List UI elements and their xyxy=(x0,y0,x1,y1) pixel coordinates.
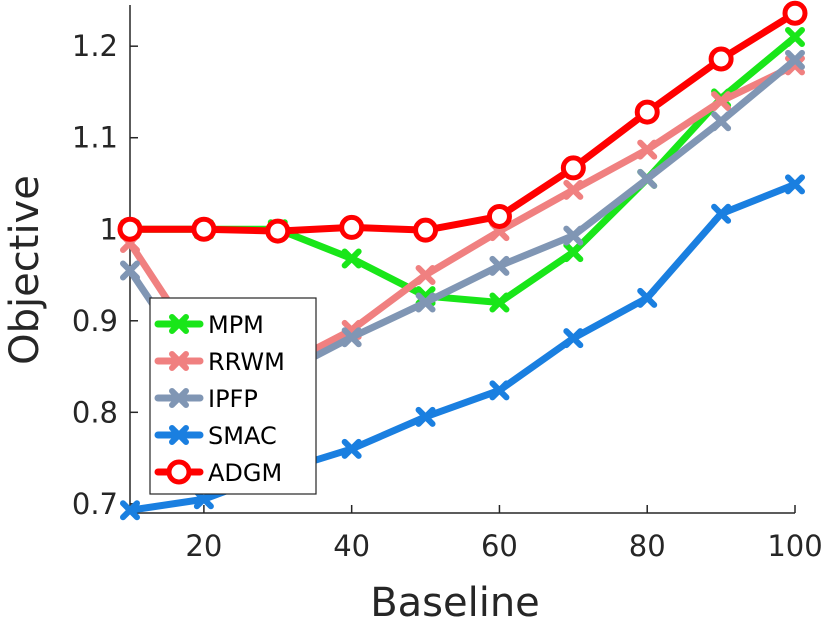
x-axis-ticks: 20 40 60 80 100 xyxy=(185,505,823,563)
series-layer xyxy=(117,0,808,521)
data-point-ipfp xyxy=(563,225,584,246)
legend-marker-adgm xyxy=(166,459,192,485)
data-point-rrwm xyxy=(563,179,584,200)
data-point-mpm xyxy=(341,248,362,269)
legend-marker-mpm xyxy=(169,314,189,334)
data-point-adgm xyxy=(708,46,734,72)
data-point-ipfp xyxy=(711,111,732,132)
data-point-smac xyxy=(711,203,732,224)
y-tick-label: 1 xyxy=(100,212,118,246)
legend: MPM RRWM IPFP SMAC ADGM xyxy=(149,297,317,495)
data-point-rrwm xyxy=(415,265,436,286)
data-point-adgm xyxy=(265,218,291,244)
data-point-ipfp xyxy=(415,292,436,313)
legend-item-mpm: MPM xyxy=(154,311,264,339)
data-point-rrwm xyxy=(637,139,658,160)
x-axis-label: Baseline xyxy=(370,580,540,623)
y-tick-label: 1.1 xyxy=(72,121,118,155)
data-point-mpm xyxy=(489,292,510,313)
legend-label-adgm: ADGM xyxy=(208,459,282,487)
legend-item-adgm: ADGM xyxy=(154,459,282,487)
data-point-adgm xyxy=(486,203,512,229)
legend-label-rrwm: RRWM xyxy=(208,348,285,376)
data-point-ipfp xyxy=(341,327,362,348)
x-tick-label: 80 xyxy=(629,529,666,563)
y-tick-label: 1.2 xyxy=(72,29,118,63)
data-point-smac xyxy=(637,287,658,308)
data-point-smac xyxy=(489,380,510,401)
y-tick-label: 0.8 xyxy=(72,395,118,429)
data-point-adgm xyxy=(413,217,439,243)
data-point-ipfp xyxy=(120,260,140,281)
legend-marker-ipfp xyxy=(169,388,189,408)
data-point-smac xyxy=(341,438,362,459)
data-point-adgm xyxy=(191,216,217,242)
legend-label-ipfp: IPFP xyxy=(208,385,258,413)
data-point-adgm xyxy=(560,155,586,181)
data-point-smac xyxy=(415,406,436,427)
legend-item-ipfp: IPFP xyxy=(154,385,258,413)
legend-item-smac: SMAC xyxy=(154,422,277,450)
legend-item-rrwm: RRWM xyxy=(154,348,285,376)
x-tick-label: 20 xyxy=(185,529,222,563)
series-adgm xyxy=(117,0,808,244)
x-tick-label: 40 xyxy=(333,529,370,563)
data-point-adgm xyxy=(339,214,365,240)
data-point-ipfp xyxy=(489,255,510,276)
x-tick-label: 60 xyxy=(481,529,518,563)
legend-marker-smac xyxy=(169,425,189,445)
legend-marker-rrwm xyxy=(169,351,189,371)
data-point-rrwm xyxy=(711,91,732,112)
y-tick-label: 0.7 xyxy=(72,487,118,521)
data-point-mpm xyxy=(563,242,584,263)
data-point-ipfp xyxy=(637,168,658,189)
data-point-ipfp xyxy=(785,49,805,70)
legend-label-smac: SMAC xyxy=(208,422,277,450)
legend-label-mpm: MPM xyxy=(208,311,264,339)
y-axis-label: Objective xyxy=(2,175,48,365)
y-tick-label: 0.9 xyxy=(72,304,118,338)
x-tick-label: 100 xyxy=(767,529,822,563)
data-point-adgm xyxy=(117,216,143,242)
series-line-adgm xyxy=(126,9,799,235)
data-point-smac xyxy=(785,174,805,195)
data-point-smac xyxy=(563,328,584,349)
plot-area xyxy=(129,5,795,514)
y-axis-ticks: 0.7 0.8 0.9 1 1.1 1.2 xyxy=(72,29,138,521)
data-point-adgm xyxy=(782,0,808,26)
data-point-smac xyxy=(193,489,214,510)
data-point-smac xyxy=(120,500,140,521)
data-point-adgm xyxy=(634,99,660,125)
data-point-mpm xyxy=(785,27,805,48)
